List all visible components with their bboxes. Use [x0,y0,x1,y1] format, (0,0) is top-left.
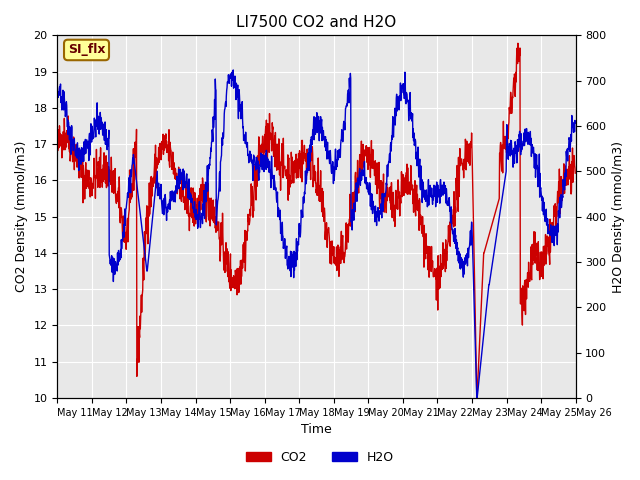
Y-axis label: CO2 Density (mmol/m3): CO2 Density (mmol/m3) [15,141,28,292]
Legend: CO2, H2O: CO2, H2O [241,446,399,469]
Y-axis label: H2O Density (mmol/m3): H2O Density (mmol/m3) [612,141,625,293]
Text: SI_flx: SI_flx [68,44,105,57]
Title: LI7500 CO2 and H2O: LI7500 CO2 and H2O [236,15,397,30]
X-axis label: Time: Time [301,423,332,436]
